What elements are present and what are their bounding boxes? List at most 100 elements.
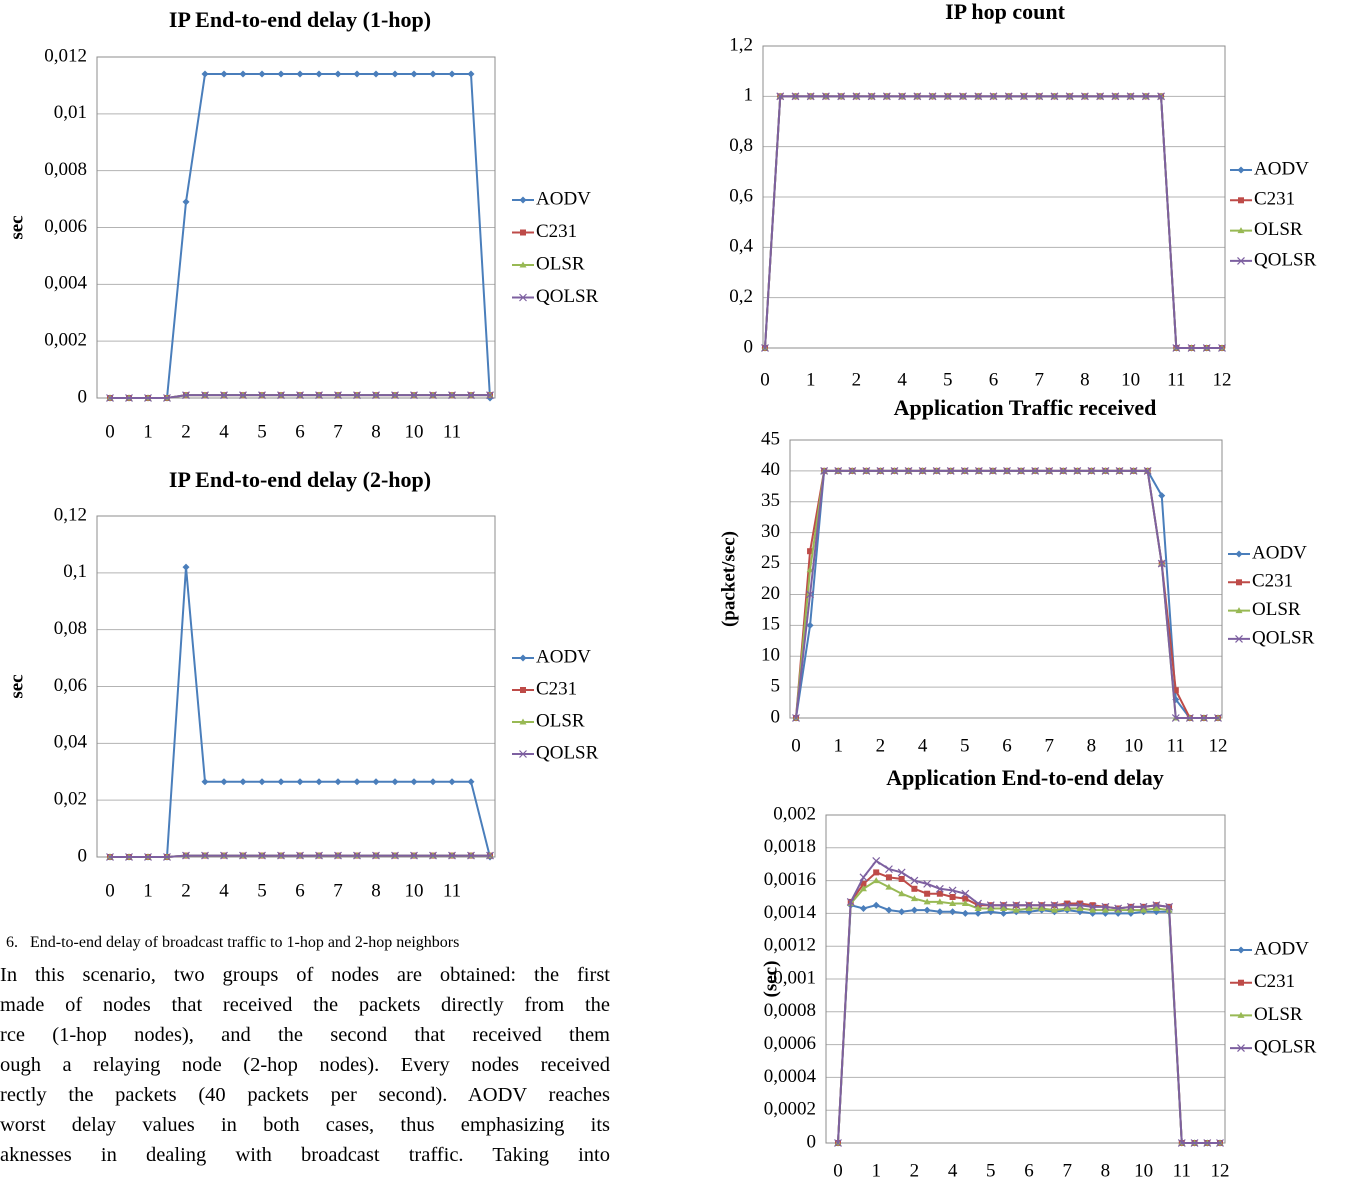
y-tick-label: 0 (807, 1131, 817, 1152)
data-point (448, 851, 456, 860)
data-point (962, 895, 969, 902)
data-point (1115, 466, 1124, 475)
legend-label: C231 (1254, 189, 1295, 210)
data-point (1157, 92, 1165, 101)
data-point (1076, 900, 1083, 907)
data-point (932, 466, 941, 475)
data-point (974, 909, 982, 917)
data-point (936, 890, 943, 897)
data-point (429, 778, 437, 786)
data-point (391, 778, 399, 786)
data-point (1025, 901, 1033, 910)
data-point (1088, 902, 1097, 911)
data-point (1140, 906, 1148, 913)
data-point (946, 466, 955, 475)
x-tick-label: 0 (105, 421, 115, 442)
x-tick-label: 11 (1167, 735, 1185, 756)
x-tick-label: 10 (405, 421, 424, 442)
data-point (820, 466, 829, 475)
data-point (467, 851, 475, 860)
data-point (924, 890, 931, 897)
data-point (239, 851, 247, 860)
data-point (1203, 1139, 1212, 1147)
y-axis-label: (packet/sec) (718, 531, 739, 627)
data-point (353, 851, 361, 860)
text-line: made of nodes that received the packets … (0, 994, 610, 1016)
data-point (334, 70, 342, 78)
data-point (1000, 909, 1008, 917)
data-point (1101, 902, 1110, 911)
x-tick-label: 0 (105, 880, 115, 901)
data-point (220, 778, 228, 786)
x-tick-label: 5 (943, 369, 953, 390)
data-point (182, 198, 190, 206)
data-point (144, 853, 152, 861)
legend-marker (1237, 1011, 1245, 1018)
y-tick-label: 0,04 (54, 732, 88, 753)
x-tick-label: 2 (876, 735, 886, 756)
data-point (1073, 466, 1082, 475)
legend-label: C231 (536, 221, 577, 242)
data-point (1059, 466, 1068, 475)
x-tick-label: 11 (443, 421, 461, 442)
data-point (949, 894, 956, 900)
x-tick-label: 6 (1024, 1160, 1034, 1181)
data-point (1063, 901, 1072, 910)
series-line (764, 95, 1222, 349)
text-line: aknesses in dealing with broadcast traff… (0, 1144, 610, 1166)
legend-label: AODV (536, 188, 591, 209)
data-point (277, 70, 285, 78)
data-point (910, 876, 919, 885)
data-point (873, 869, 880, 876)
legend-marker (1236, 579, 1242, 586)
legend-marker (519, 654, 527, 662)
data-point (448, 391, 456, 400)
data-point (486, 851, 494, 860)
data-point (1089, 902, 1096, 909)
x-tick-label: 1 (833, 735, 843, 756)
data-point (334, 778, 342, 786)
data-point (296, 851, 304, 860)
x-tick-label: 7 (333, 880, 343, 901)
x-tick-label: 4 (219, 880, 229, 901)
x-tick-label: 4 (918, 735, 928, 756)
data-point (277, 778, 285, 786)
data-point (1080, 92, 1089, 101)
data-point (806, 92, 815, 101)
plot-border (762, 45, 1226, 349)
data-point (1177, 1139, 1186, 1147)
data-point (1111, 92, 1120, 101)
chart-title: Application Traffic received (894, 395, 1157, 420)
legend-marker (1237, 946, 1245, 954)
data-point (872, 877, 880, 884)
data-point (867, 92, 876, 101)
data-point (959, 92, 967, 101)
legend-marker (1237, 166, 1245, 174)
x-tick-label: 8 (1101, 1160, 1111, 1181)
data-point (220, 851, 228, 860)
legend-label: AODV (1254, 158, 1309, 179)
data-point (277, 391, 285, 400)
legend-marker (520, 229, 526, 236)
y-tick-label: 0,0004 (764, 1066, 817, 1087)
legend-label: OLSR (536, 710, 585, 731)
data-point (876, 466, 885, 475)
data-point (239, 778, 247, 786)
data-point (986, 901, 995, 910)
x-tick-label: 5 (960, 735, 970, 756)
data-point (791, 92, 800, 101)
x-tick-label: 10 (1134, 1160, 1153, 1181)
data-point (448, 70, 456, 78)
data-point (848, 466, 857, 475)
x-tick-label: 7 (1062, 1160, 1072, 1181)
legend-marker (519, 196, 527, 204)
data-point (918, 466, 927, 475)
data-point (410, 778, 418, 786)
data-point (1050, 92, 1059, 101)
x-tick-label: 2 (181, 421, 191, 442)
y-tick-label: 1 (744, 85, 754, 106)
data-point (239, 391, 247, 400)
text-line: rectly the packets (40 packets per secon… (0, 1084, 610, 1106)
data-point (391, 391, 399, 400)
